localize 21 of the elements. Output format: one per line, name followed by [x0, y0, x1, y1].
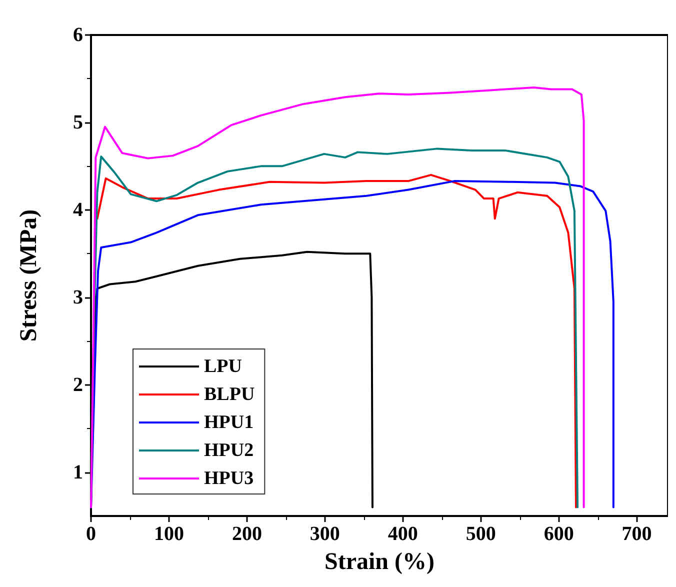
x-tick-label: 300: [310, 523, 340, 545]
y-tick-label: 2: [73, 374, 83, 396]
y-tick-label: 1: [73, 461, 83, 484]
legend-label: BLPU: [204, 384, 255, 405]
x-tick-label: 0: [86, 523, 96, 545]
y-tick-label: 5: [73, 111, 83, 134]
x-tick-label: 500: [466, 523, 496, 545]
y-axis-title: Stress (MPa): [16, 209, 42, 342]
legend-label: HPU2: [204, 440, 254, 461]
x-tick-label: 100: [154, 523, 184, 545]
legend-label: HPU3: [204, 468, 254, 489]
legend-label: LPU: [204, 356, 242, 377]
y-tick-label: 4: [73, 198, 83, 221]
x-tick-label: 400: [388, 523, 418, 545]
x-tick-label: 200: [232, 523, 262, 545]
y-tick-label: 6: [73, 24, 83, 46]
y-tick-label: 3: [73, 286, 83, 308]
legend-label: HPU1: [204, 412, 254, 433]
x-tick-label: 700: [622, 523, 652, 545]
x-axis-title: Strain (%): [324, 549, 434, 575]
x-tick-label: 600: [544, 523, 574, 545]
